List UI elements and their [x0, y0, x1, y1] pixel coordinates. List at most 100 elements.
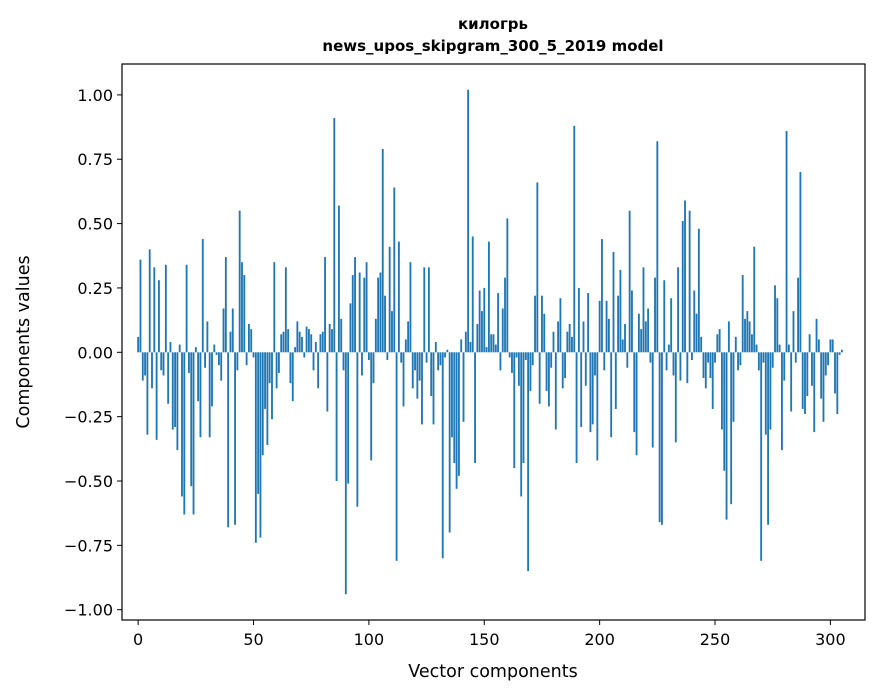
bar: [693, 290, 696, 353]
bar: [621, 339, 624, 353]
bar: [711, 352, 714, 409]
y-tick-label: −1.00: [64, 601, 113, 620]
bar: [250, 329, 253, 353]
bar: [349, 303, 352, 353]
bar: [162, 352, 165, 376]
bar: [591, 352, 594, 425]
x-tick-label: 200: [584, 630, 615, 649]
bar: [321, 331, 324, 353]
bar: [467, 89, 470, 353]
bar: [753, 246, 756, 353]
bar: [776, 298, 779, 353]
bar: [141, 352, 144, 381]
bar: [727, 321, 730, 353]
bar: [679, 352, 682, 381]
bar: [817, 339, 820, 353]
bar: [439, 352, 442, 366]
bar: [654, 277, 656, 353]
bar: [755, 344, 758, 353]
bar: [448, 352, 451, 533]
bar: [171, 352, 174, 430]
bar: [294, 347, 296, 353]
bar: [762, 352, 765, 363]
bar: [160, 352, 163, 371]
bar: [730, 352, 733, 505]
bar: [661, 352, 663, 525]
bar: [273, 262, 276, 353]
bar: [529, 352, 532, 391]
bar: [247, 323, 250, 353]
bar: [137, 336, 140, 353]
bar: [624, 323, 626, 353]
bar: [494, 344, 497, 353]
bar: [732, 352, 735, 422]
bar: [778, 344, 781, 353]
bar: [483, 287, 486, 353]
bar: [587, 293, 590, 353]
bar: [640, 329, 643, 353]
bar: [619, 269, 622, 353]
bar: [534, 295, 536, 353]
bar: [691, 352, 693, 361]
bar: [631, 290, 633, 353]
bar: [314, 342, 317, 353]
bar: [423, 267, 426, 353]
bar: [764, 352, 767, 435]
bar: [681, 221, 684, 353]
y-axis-label: Components values: [14, 255, 34, 428]
x-tick-label: 300: [815, 630, 846, 649]
bar: [174, 352, 176, 427]
bar: [464, 331, 467, 353]
bar: [601, 239, 603, 353]
bar: [541, 295, 543, 353]
bar: [665, 352, 668, 371]
bar: [822, 352, 825, 422]
bar: [478, 290, 481, 353]
bar: [451, 352, 453, 438]
bar: [266, 352, 269, 445]
bar: [721, 352, 723, 430]
bar: [497, 293, 500, 353]
bar: [716, 334, 719, 353]
bar: [176, 352, 179, 451]
y-tick-label: 0.50: [77, 215, 113, 234]
bar: [506, 218, 509, 353]
bar: [164, 264, 167, 353]
bar: [328, 323, 331, 353]
bar: [271, 352, 273, 420]
bar: [407, 321, 410, 353]
bar: [411, 352, 414, 389]
bar: [331, 329, 333, 353]
bar: [589, 352, 592, 433]
bar: [139, 259, 142, 353]
bar: [501, 308, 504, 353]
y-tick-label: −0.75: [64, 536, 113, 555]
bar: [183, 352, 186, 515]
bar: [397, 241, 400, 353]
bar: [144, 352, 146, 376]
x-tick-label: 0: [133, 630, 143, 649]
bar: [688, 210, 691, 353]
bar: [547, 352, 550, 407]
bar: [841, 349, 843, 353]
bar: [603, 352, 606, 371]
bar: [427, 267, 430, 353]
bar: [347, 352, 350, 484]
bar: [748, 321, 751, 353]
bar: [356, 352, 359, 507]
bar: [358, 272, 361, 353]
bar: [363, 277, 366, 353]
y-tick-label: 0.75: [77, 150, 113, 169]
bar: [280, 334, 283, 353]
bar: [391, 311, 393, 353]
bar: [416, 352, 419, 399]
bar: [377, 277, 380, 353]
bar: [386, 352, 389, 361]
bar: [229, 331, 232, 353]
bar: [227, 352, 230, 528]
bar: [771, 352, 774, 368]
bar: [312, 352, 315, 371]
bar: [287, 329, 290, 353]
bar: [723, 352, 726, 471]
bar: [647, 308, 650, 353]
